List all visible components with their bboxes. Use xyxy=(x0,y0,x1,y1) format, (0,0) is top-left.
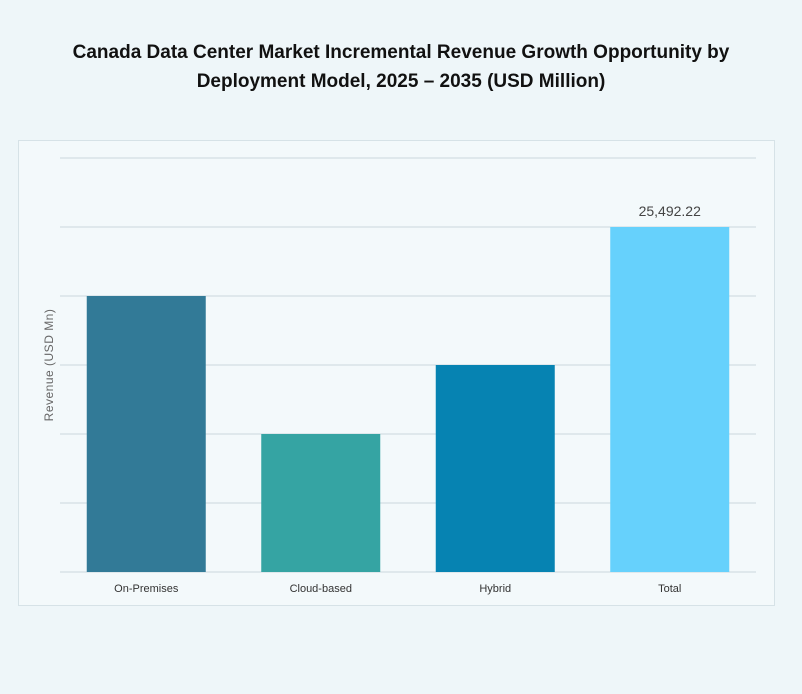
bar-cloud-based xyxy=(261,433,381,572)
chart-title-line-2: Deployment Model, 2025 – 2035 (USD Milli… xyxy=(196,71,606,92)
x-tick-label: Cloud-based xyxy=(290,583,352,595)
data-label: 25,492.22 xyxy=(639,203,701,219)
bar-hybrid xyxy=(435,365,555,572)
bar-total xyxy=(610,226,730,573)
bar-on-premises xyxy=(86,295,206,572)
x-tick-label: Total xyxy=(658,583,681,595)
x-tick-label: Hybrid xyxy=(479,583,511,595)
chart-title-line-1: Canada Data Center Market Incremental Re… xyxy=(72,42,730,63)
chart-title: Canada Data Center Market Incremental Re… xyxy=(0,38,802,96)
x-tick-label: On-Premises xyxy=(114,583,179,595)
y-axis-label: Revenue (USD Mn) xyxy=(42,309,56,422)
